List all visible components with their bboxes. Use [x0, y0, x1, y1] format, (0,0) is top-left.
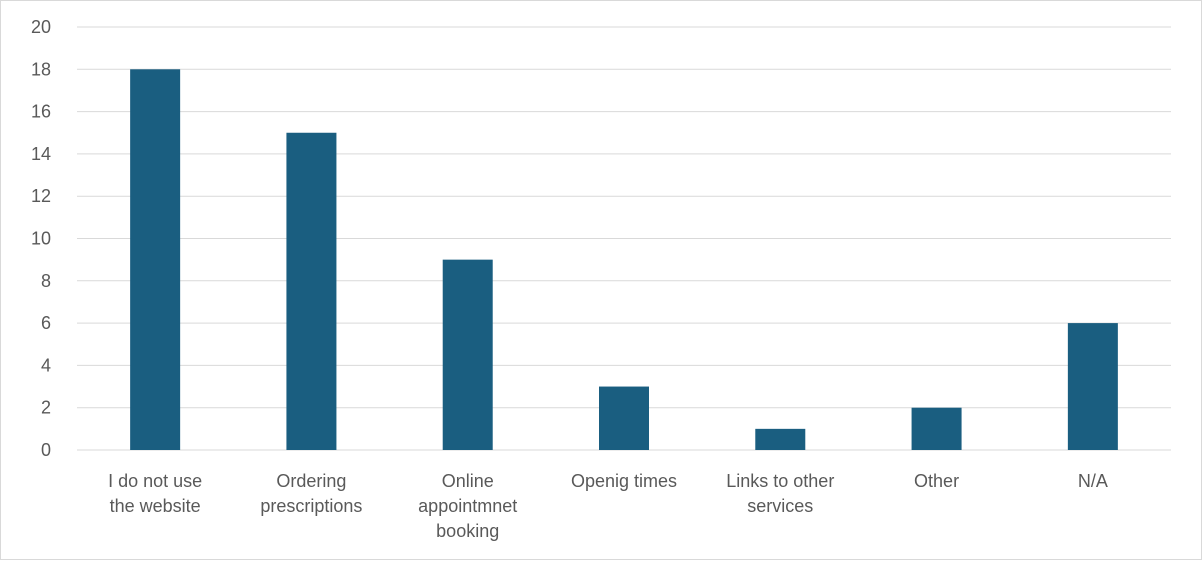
- x-tick-label: Online appointmnet booking: [418, 471, 517, 541]
- y-tick-label: 2: [41, 398, 51, 418]
- y-tick-label: 10: [31, 229, 51, 249]
- bars: [130, 69, 1118, 451]
- x-tick-label-line: I do not use: [108, 471, 202, 491]
- x-tick-label: N/A: [1078, 471, 1108, 491]
- bar: [911, 407, 962, 450]
- y-tick-label: 8: [41, 271, 51, 291]
- x-tick-label-line: Online: [442, 471, 494, 491]
- x-tick-label-line: prescriptions: [260, 496, 362, 516]
- y-tick-label: 12: [31, 186, 51, 206]
- x-tick-label-line: appointmnet: [418, 496, 517, 516]
- x-axis-labels: I do not use the website Ordering prescript…: [108, 471, 1108, 541]
- bar: [599, 386, 649, 450]
- x-tick-label-line: N/A: [1078, 471, 1108, 491]
- bar: [442, 259, 493, 450]
- gridlines: [77, 26, 1171, 451]
- bar: [1067, 323, 1118, 450]
- y-tick-label: 20: [31, 17, 51, 37]
- x-tick-label-line: Openig times: [571, 471, 677, 491]
- x-tick-label: I do not use the website: [108, 471, 202, 516]
- x-tick-label-line: services: [747, 496, 813, 516]
- x-tick-label-line: the website: [110, 496, 201, 516]
- y-axis-ticks: 0 2 4 6 8 10 12 14 16 18 20: [31, 17, 51, 460]
- x-tick-label-line: booking: [436, 521, 499, 541]
- x-tick-label: Ordering prescriptions: [260, 471, 362, 516]
- y-tick-label: 6: [41, 313, 51, 333]
- y-tick-label: 4: [41, 355, 51, 375]
- x-tick-label-line: Other: [914, 471, 959, 491]
- x-tick-label: Links to other services: [726, 471, 834, 516]
- y-tick-label: 18: [31, 59, 51, 79]
- y-tick-label: 14: [31, 144, 51, 164]
- bar: [755, 428, 806, 450]
- x-tick-label: Other: [914, 471, 959, 491]
- y-tick-label: 16: [31, 102, 51, 122]
- x-tick-label-line: Ordering: [276, 471, 346, 491]
- x-tick-label: Openig times: [571, 471, 677, 491]
- x-tick-label-line: Links to other: [726, 471, 834, 491]
- bar: [286, 132, 337, 450]
- y-tick-label: 0: [41, 440, 51, 460]
- bar: [130, 69, 181, 451]
